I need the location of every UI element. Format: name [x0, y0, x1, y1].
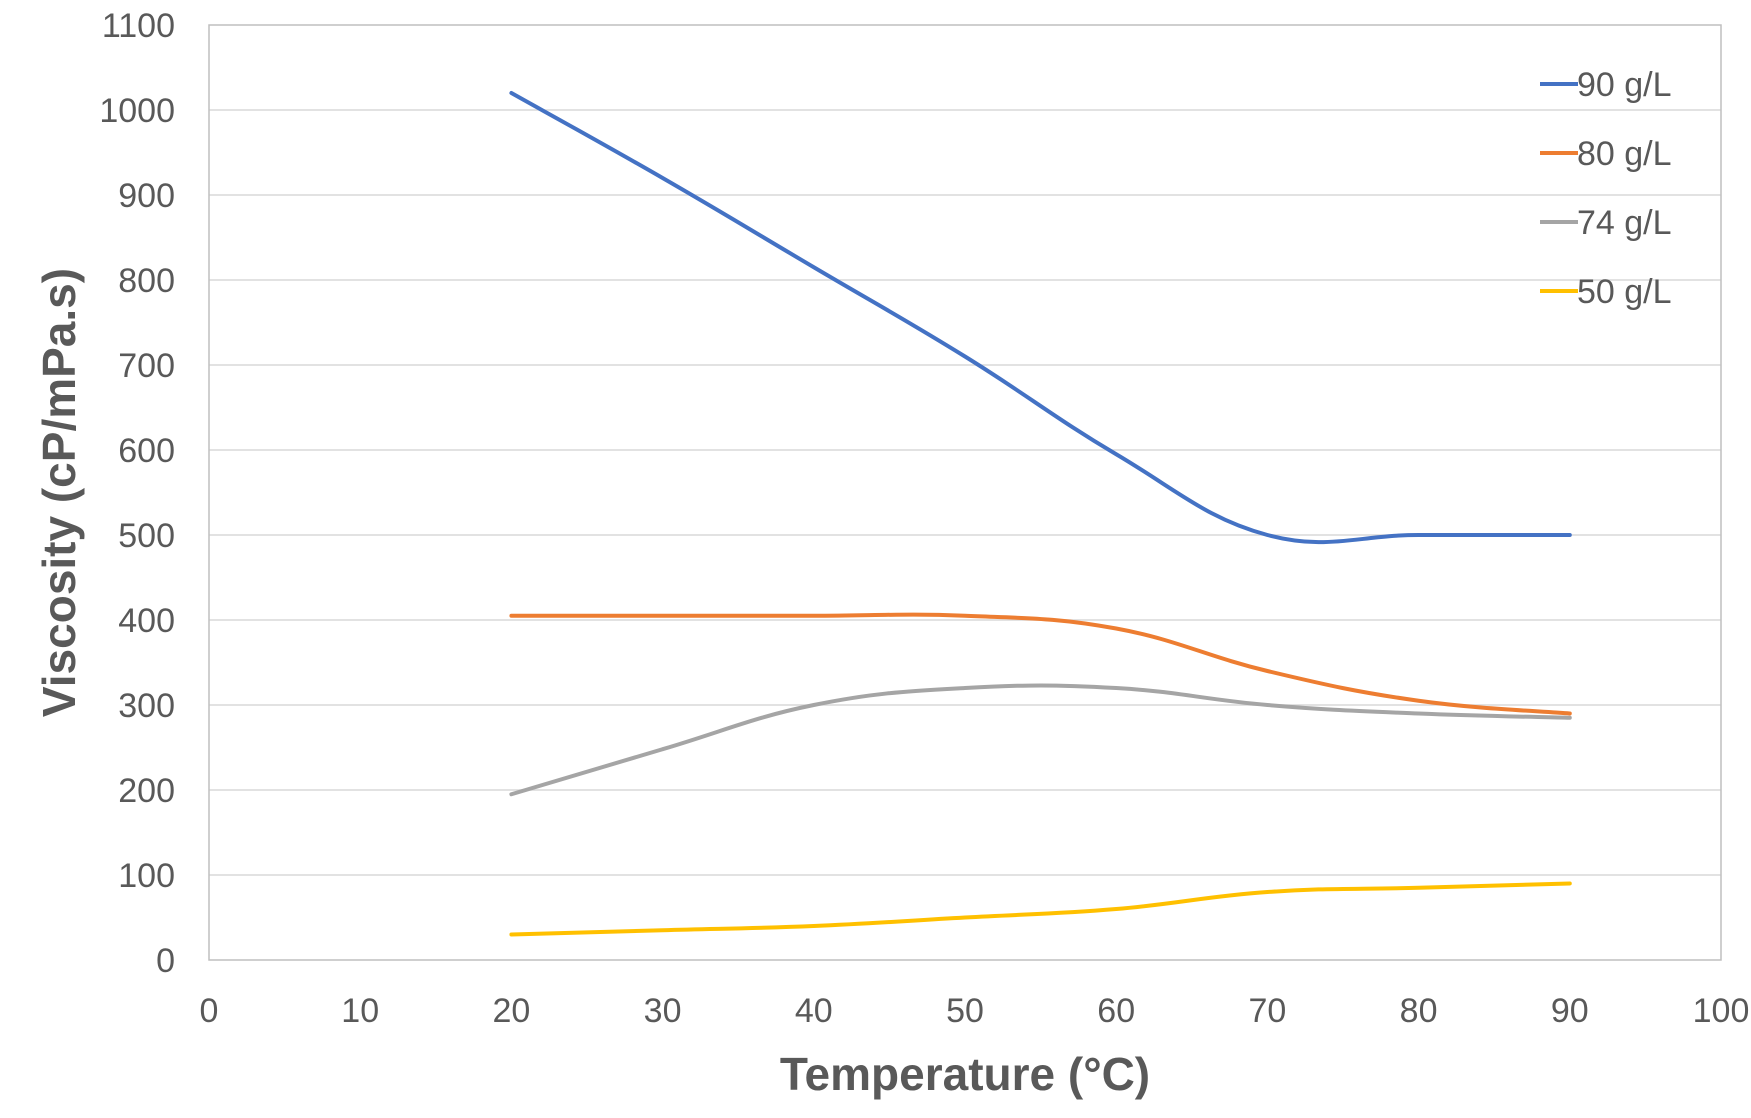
x-axis-ticks: 0 10 20 30 40 50 60 70 80 90 100 [200, 992, 1750, 1030]
x-tick-label: 40 [795, 992, 833, 1030]
legend-item: 50 g/L [1540, 273, 1672, 311]
y-tick-label: 500 [118, 517, 175, 555]
legend-label: 80 g/L [1577, 135, 1672, 173]
legend-label: 90 g/L [1577, 66, 1672, 104]
series-line-80-g-l [509, 612, 1572, 716]
legend-item: 74 g/L [1540, 204, 1672, 242]
legend-label: 50 g/L [1577, 273, 1672, 311]
legend-item: 90 g/L [1540, 66, 1672, 104]
y-tick-label: 1100 [102, 7, 175, 45]
y-tick-label: 600 [118, 432, 175, 470]
y-tick-label: 800 [118, 262, 175, 300]
y-tick-label: 1000 [99, 92, 175, 130]
series-line-74-g-l [509, 683, 1572, 797]
y-tick-label: 400 [118, 602, 175, 640]
x-tick-label: 70 [1248, 992, 1286, 1030]
legend: 90 g/L 80 g/L 74 g/L 50 g/L [1540, 66, 1672, 311]
plot-area-frame [208, 24, 1722, 961]
x-axis-title: Temperature (°C) [780, 1048, 1150, 1100]
x-tick-label: 80 [1400, 992, 1438, 1030]
x-tick-label: 100 [1693, 992, 1750, 1030]
x-tick-label: 30 [644, 992, 682, 1030]
y-axis-title: Viscosity (cP/mPa.s) [33, 268, 85, 717]
legend-item: 80 g/L [1540, 135, 1672, 173]
y-tick-label: 900 [118, 177, 175, 215]
series-line-90-g-l [509, 91, 1572, 545]
y-tick-label: 0 [156, 942, 175, 980]
y-tick-label: 700 [118, 347, 175, 385]
series-line-50-g-l [509, 881, 1572, 937]
x-tick-label: 10 [341, 992, 379, 1030]
x-tick-label: 0 [200, 992, 219, 1030]
y-tick-label: 200 [118, 772, 175, 810]
series-lines [509, 91, 1572, 937]
x-tick-label: 50 [946, 992, 984, 1030]
legend-label: 74 g/L [1577, 204, 1672, 242]
y-tick-label: 300 [118, 687, 175, 725]
x-tick-label: 90 [1551, 992, 1589, 1030]
x-tick-label: 60 [1097, 992, 1135, 1030]
y-tick-label: 100 [118, 857, 175, 895]
y-axis-ticks: 0 100 200 300 400 500 600 700 800 900 1000 1100 [99, 7, 175, 980]
x-tick-label: 20 [492, 992, 530, 1030]
gridlines [209, 109, 1721, 876]
